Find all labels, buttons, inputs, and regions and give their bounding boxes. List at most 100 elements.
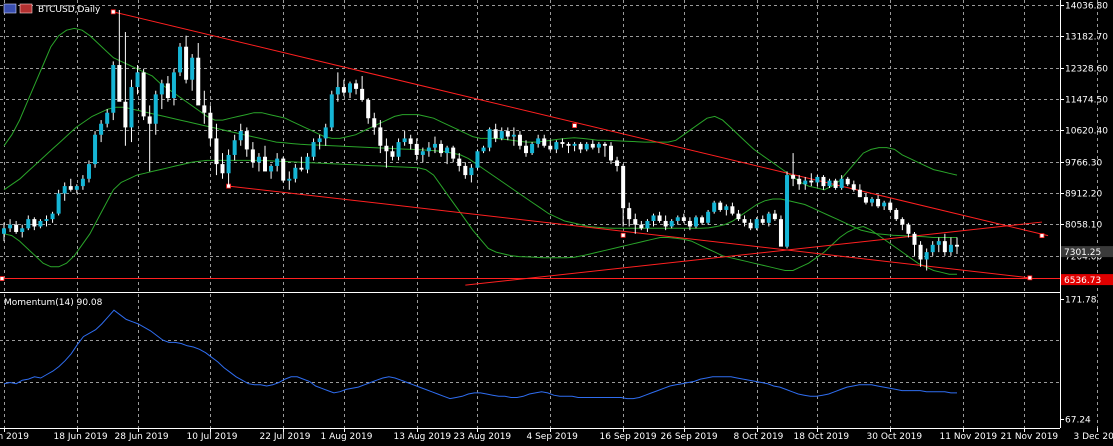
- candle-body: [700, 217, 705, 223]
- candle-body: [165, 83, 170, 99]
- candle: [93, 131, 98, 168]
- candle: [718, 200, 723, 212]
- candle-body: [876, 198, 881, 207]
- momentum-line: [3, 309, 957, 400]
- price-tick-label: 10620.40: [1065, 127, 1108, 137]
- candle: [930, 241, 935, 256]
- candle: [736, 209, 741, 221]
- candle: [26, 215, 31, 231]
- candle-body: [117, 65, 122, 102]
- candle-body: [621, 165, 626, 209]
- candle: [432, 136, 437, 154]
- candle: [548, 140, 553, 152]
- candle: [481, 145, 486, 154]
- candle: [876, 195, 881, 209]
- candle-body: [220, 164, 225, 174]
- candle: [912, 231, 917, 256]
- support-anchor[interactable]: [0, 276, 5, 281]
- candle-body: [56, 193, 61, 214]
- time-axis[interactable]: 6 Jun 2019 18 Jun 2019 28 Jun 2019 10 Jul 2…: [0, 428, 1113, 442]
- candle-body: [311, 142, 316, 157]
- flag-icon: [3, 3, 17, 14]
- trendline-anchor[interactable]: [110, 9, 116, 15]
- candle: [499, 127, 504, 141]
- candle-body: [287, 178, 292, 181]
- candle-body: [499, 131, 504, 139]
- time-tick-label: 1 Aug 2019: [321, 432, 373, 442]
- candle-body: [517, 134, 522, 146]
- candle-body: [74, 186, 79, 190]
- current-price-label: 7301.25: [1061, 246, 1113, 258]
- candle: [20, 224, 25, 238]
- candle: [493, 123, 498, 143]
- trendline-anchor[interactable]: [1039, 233, 1045, 239]
- trendline-upper[interactable]: [113, 11, 1049, 237]
- candle: [147, 105, 152, 172]
- candle: [366, 98, 371, 124]
- candle-body: [948, 244, 953, 253]
- candle: [639, 220, 644, 231]
- candle: [178, 43, 183, 77]
- candle: [80, 175, 85, 190]
- candle-body: [202, 105, 207, 113]
- candle-body: [754, 219, 759, 229]
- candle-body: [736, 213, 741, 220]
- candle: [712, 200, 717, 214]
- candle: [536, 134, 541, 148]
- candle-body: [954, 244, 959, 247]
- candle: [2, 222, 6, 242]
- candle-body: [706, 211, 711, 223]
- price-axis[interactable]: 14036.80 13182.70 12328.60 11474.50 10620.40…: [1060, 2, 1108, 263]
- candle-body: [778, 219, 783, 247]
- candle-body: [524, 145, 529, 154]
- candle-body: [244, 131, 249, 150]
- candle: [596, 142, 601, 154]
- candle: [754, 217, 759, 231]
- candle: [797, 175, 802, 190]
- candle-body: [123, 101, 128, 128]
- candle-body: [153, 94, 158, 124]
- candle: [602, 142, 607, 157]
- indicator-tick-label: 171.78: [1065, 296, 1097, 306]
- candle: [524, 140, 529, 157]
- candle: [693, 215, 698, 229]
- candle-body: [772, 213, 777, 220]
- indicator-axis[interactable]: 171.78 67.24: [1060, 296, 1097, 426]
- trendline-anchor[interactable]: [1027, 275, 1033, 281]
- trendline-lower[interactable]: [228, 185, 1030, 279]
- candle: [675, 215, 680, 225]
- time-tick-label: 8 Oct 2019: [734, 432, 784, 442]
- candle: [68, 178, 73, 192]
- candle-body: [68, 186, 73, 190]
- candle: [657, 211, 662, 223]
- band-lower: [3, 159, 957, 275]
- trendline-anchor[interactable]: [572, 123, 577, 128]
- candle: [942, 233, 947, 256]
- candle-body: [111, 65, 116, 113]
- candle-body: [924, 252, 929, 260]
- candle: [232, 134, 237, 161]
- candle-body: [396, 142, 401, 157]
- candle: [135, 65, 140, 95]
- candle: [305, 153, 310, 174]
- candle-body: [669, 220, 674, 227]
- candle: [256, 153, 261, 172]
- candle: [457, 153, 462, 172]
- candle: [724, 204, 729, 216]
- candle-body: [62, 186, 67, 194]
- candle-body: [487, 129, 492, 148]
- candle: [129, 79, 134, 143]
- candle: [918, 241, 923, 267]
- candle-body: [760, 219, 765, 223]
- trendlines[interactable]: [0, 9, 1060, 286]
- candle-body: [785, 175, 790, 247]
- time-tick-label: 11 Nov 2019: [940, 432, 998, 442]
- trendline-rising[interactable]: [465, 221, 1043, 286]
- candle: [190, 54, 195, 91]
- trendline-anchor[interactable]: [620, 232, 626, 238]
- candle-body: [833, 180, 838, 188]
- candle: [748, 219, 753, 231]
- candle-body: [86, 164, 91, 179]
- candle: [863, 193, 868, 205]
